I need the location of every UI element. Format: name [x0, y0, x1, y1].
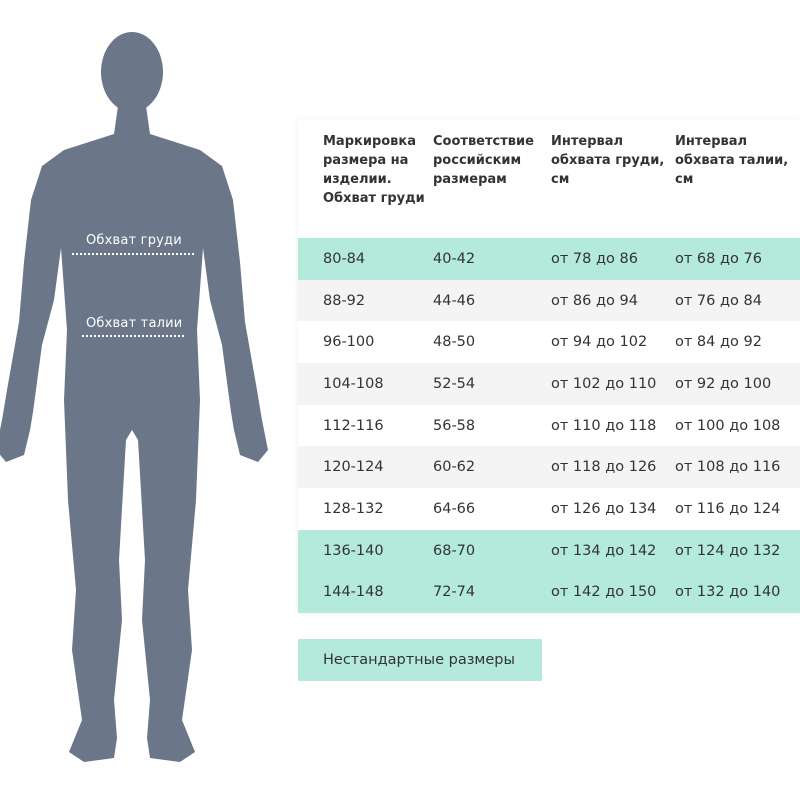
cell-waist-range: от 76 до 84 [675, 292, 762, 309]
cell-waist-range: от 132 до 140 [675, 584, 781, 601]
chest-label: Обхват груди [86, 233, 182, 248]
table-row: 96-100 48-50 от 94 до 102 от 84 до 92 [298, 321, 800, 364]
cell-chest-range: от 142 до 150 [551, 584, 657, 601]
cell-marking: 88-92 [323, 292, 366, 309]
cell-chest-range: от 78 до 86 [551, 250, 638, 267]
table-row: 128-132 64-66 от 126 до 134 от 116 до 124 [298, 488, 800, 530]
cell-chest-range: от 110 до 118 [551, 417, 657, 434]
cell-chest-range: от 118 до 126 [551, 459, 657, 476]
table-row: 80-84 40-42 от 78 до 86 от 68 до 76 [298, 238, 800, 280]
chest-line [72, 253, 194, 255]
cell-chest-range: от 102 до 110 [551, 375, 657, 392]
cell-waist-range: от 84 до 92 [675, 334, 762, 351]
cell-russian-size: 48-50 [433, 334, 476, 351]
cell-chest-range: от 134 до 142 [551, 542, 657, 559]
waist-label: Обхват талии [86, 316, 183, 331]
cell-marking: 80-84 [323, 250, 366, 267]
waist-line [82, 335, 184, 337]
head [101, 32, 163, 112]
header-marking: Маркировка размера на изделии. Обхват гр… [323, 134, 425, 206]
human-silhouette [0, 32, 268, 762]
cell-russian-size: 64-66 [433, 500, 476, 517]
table-row: 144-148 72-74 от 142 до 150 от 132 до 140 [298, 571, 800, 614]
cell-russian-size: 60-62 [433, 459, 476, 476]
header-chest-range: Интервал обхвата груди, см [551, 134, 665, 187]
cell-waist-range: от 124 до 132 [675, 542, 781, 559]
table-row: 120-124 60-62 от 118 до 126 от 108 до 116 [298, 446, 800, 489]
cell-marking: 112-116 [323, 417, 384, 434]
cell-russian-size: 52-54 [433, 375, 476, 392]
cell-chest-range: от 94 до 102 [551, 334, 648, 351]
cell-russian-size: 40-42 [433, 250, 476, 267]
cell-marking: 104-108 [323, 375, 384, 392]
table-row: 88-92 44-46 от 86 до 94 от 76 до 84 [298, 279, 800, 322]
cell-chest-range: от 126 до 134 [551, 500, 657, 517]
table-header: Маркировка размера на изделии. Обхват гр… [298, 120, 800, 238]
cell-russian-size: 56-58 [433, 417, 476, 434]
header-russian-size: Соответствие российским размерам [433, 134, 534, 187]
table-row: 104-108 52-54 от 102 до 110 от 92 до 100 [298, 363, 800, 405]
size-table: Маркировка размера на изделии. Обхват гр… [298, 120, 800, 614]
cell-russian-size: 68-70 [433, 542, 476, 559]
cell-marking: 120-124 [323, 459, 384, 476]
cell-waist-range: от 116 до 124 [675, 500, 781, 517]
cell-chest-range: от 86 до 94 [551, 292, 638, 309]
table-body: 80-84 40-42 от 78 до 86 от 68 до 76 88-92 44-… [298, 238, 800, 614]
cell-waist-range: от 108 до 116 [675, 459, 781, 476]
body [0, 106, 268, 762]
cell-marking: 128-132 [323, 500, 384, 517]
nonstandard-sizes-button[interactable]: Нестандартные размеры [298, 639, 542, 681]
cell-marking: 136-140 [323, 542, 384, 559]
cell-waist-range: от 92 до 100 [675, 375, 772, 392]
table-row: 136-140 68-70 от 134 до 142 от 124 до 132 [298, 529, 800, 572]
header-waist-range: Интервал обхвата талии, см [675, 134, 789, 187]
cell-russian-size: 72-74 [433, 584, 476, 601]
cell-waist-range: от 100 до 108 [675, 417, 781, 434]
cell-marking: 144-148 [323, 584, 384, 601]
cell-marking: 96-100 [323, 334, 375, 351]
cell-russian-size: 44-46 [433, 292, 476, 309]
table-row: 112-116 56-58 от 110 до 118 от 100 до 108 [298, 404, 800, 447]
cell-waist-range: от 68 до 76 [675, 250, 762, 267]
